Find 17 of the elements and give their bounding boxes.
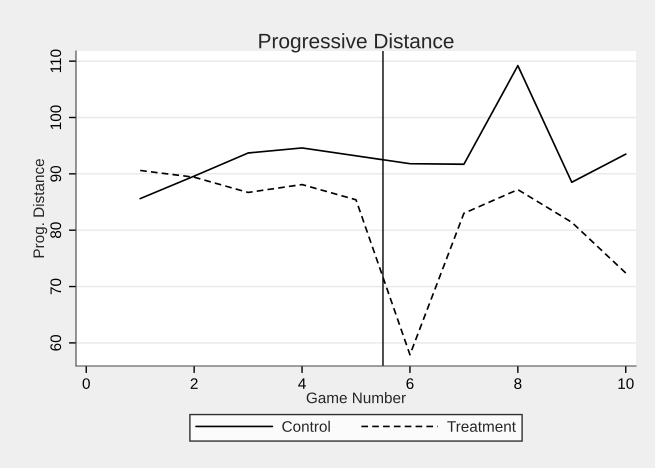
legend-label: Control [282, 420, 330, 432]
y-tick-label: 100 [50, 105, 62, 130]
y-tick-label: 70 [50, 278, 62, 294]
x-tick-label: 6 [406, 378, 414, 390]
y-axis-title: Prog. Distance [32, 159, 48, 258]
x-axis-title: Game Number [306, 392, 406, 404]
x-tick-label: 4 [298, 378, 306, 389]
legend-label: Treatment [447, 421, 516, 432]
y-tick-label: 110 [50, 50, 62, 72]
x-tick-label: 10 [618, 378, 634, 390]
y-tick-label: 80 [50, 222, 62, 238]
chart-title: Progressive Distance [259, 33, 454, 53]
x-tick-label: 2 [190, 378, 198, 389]
x-tick-label: 8 [514, 378, 522, 390]
y-tick-label: 60 [50, 334, 62, 351]
y-tick-label: 90 [50, 166, 62, 182]
x-tick-label: 0 [82, 378, 90, 390]
